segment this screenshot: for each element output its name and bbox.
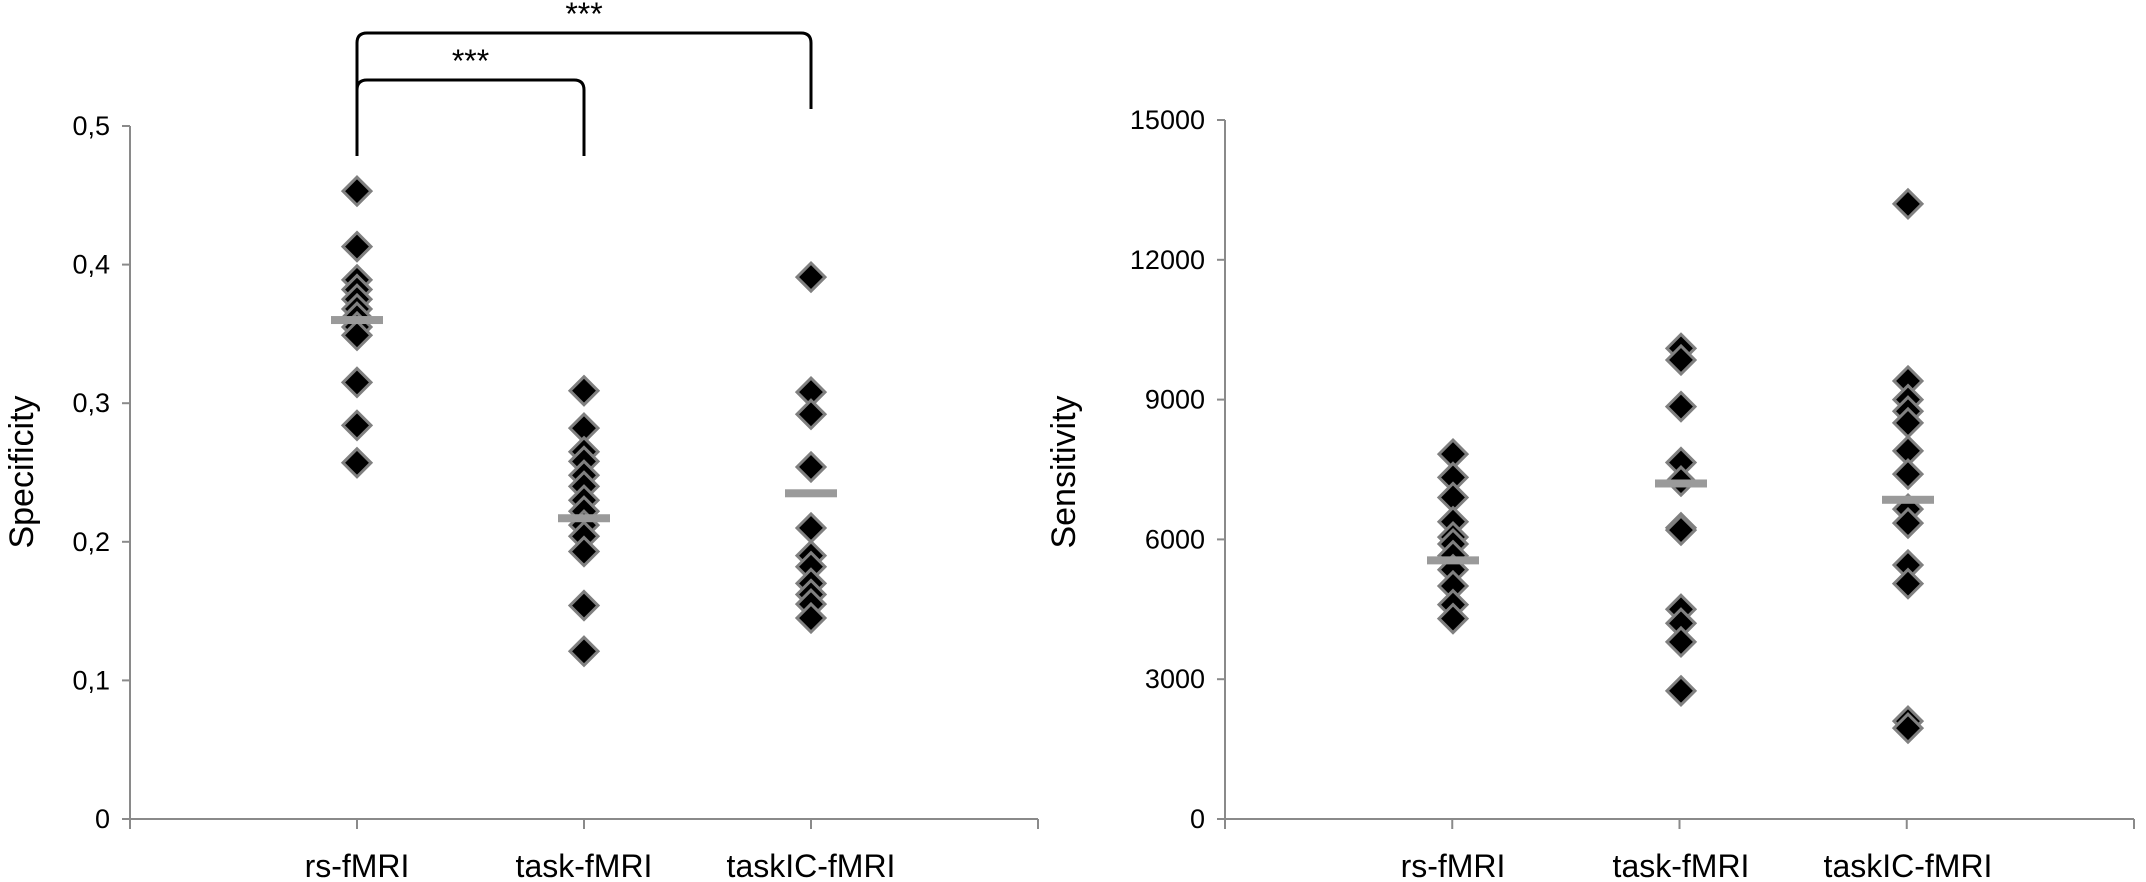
x-category-label: taskIC-fMRI: [1824, 848, 1993, 882]
data-point: [1664, 390, 1698, 423]
mean-bar: [558, 514, 610, 523]
significance-bracket: [355, 31, 813, 109]
y-tick-label: 0,4: [72, 250, 110, 280]
y-tick-label: 0,3: [72, 388, 110, 418]
data-point: [1664, 343, 1698, 377]
y-tick-label: 6000: [1145, 524, 1205, 554]
y-axis-title: Sensitivity: [1045, 395, 1083, 548]
data-point: [567, 535, 601, 568]
mean-bar: [1427, 556, 1479, 565]
data-point: [794, 260, 828, 294]
data-point: [567, 374, 601, 407]
data-point: [794, 398, 828, 431]
data-point: [1891, 712, 1925, 745]
mean-bar: [785, 489, 837, 498]
data-point: [1891, 458, 1925, 491]
y-tick-label: 0: [95, 804, 110, 834]
data-point: [340, 366, 374, 399]
data-point: [1436, 602, 1470, 635]
y-tick-label: 0,2: [72, 527, 110, 557]
y-tick-label: 0: [1190, 804, 1205, 834]
y-ticks: 0 0,1 0,2 0,3 0,4 0,5: [72, 111, 1039, 834]
y-tick-label: 0,5: [72, 111, 110, 141]
data-point: [1664, 625, 1698, 659]
significance-label: ***: [452, 43, 489, 79]
data-point: [1891, 506, 1925, 540]
x-category-label: rs-fMRI: [1401, 848, 1506, 882]
x-category-label: taskIC-fMRI: [727, 848, 896, 882]
data-point: [1664, 674, 1698, 707]
data-marks: [1427, 187, 1934, 745]
data-point: [340, 446, 374, 479]
y-tick-label: 3000: [1145, 664, 1205, 694]
significance-bracket: [355, 78, 586, 156]
x-category-label: rs-fMRI: [305, 848, 410, 882]
y-tick-label: 12000: [1130, 245, 1205, 275]
data-marks: [331, 175, 837, 668]
sensitivity-chart: Sensitivity rs-fMRI task-fMRI taskIC-fMR…: [1045, 105, 2135, 882]
data-point: [1891, 567, 1925, 600]
y-ticks: 0 3000 6000 9000 12000 15000: [1130, 105, 2135, 834]
data-point: [794, 511, 828, 545]
significance-label: ***: [565, 0, 602, 32]
data-point: [340, 175, 374, 208]
data-point: [567, 635, 601, 668]
data-point: [1891, 187, 1925, 221]
data-point: [567, 589, 601, 622]
data-point: [340, 319, 374, 352]
y-tick-label: 9000: [1145, 385, 1205, 415]
x-category-label: task-fMRI: [1613, 848, 1750, 882]
data-point: [794, 601, 828, 635]
mean-bar: [1882, 495, 1934, 504]
data-point: [340, 409, 374, 442]
specificity-chart: Specificity rs-fMRI task-fMRI taskIC-fMR…: [3, 0, 1039, 882]
mean-bar: [331, 316, 383, 325]
y-tick-label: 15000: [1130, 105, 1205, 135]
y-tick-label: 0,1: [72, 665, 110, 695]
data-point: [794, 450, 828, 484]
data-point: [1664, 513, 1698, 547]
x-category-label: task-fMRI: [516, 848, 653, 882]
mean-bar: [1655, 479, 1707, 488]
significance-brackets: *** ***: [355, 0, 813, 156]
data-point: [340, 230, 374, 263]
y-axis-title: Specificity: [3, 395, 41, 548]
